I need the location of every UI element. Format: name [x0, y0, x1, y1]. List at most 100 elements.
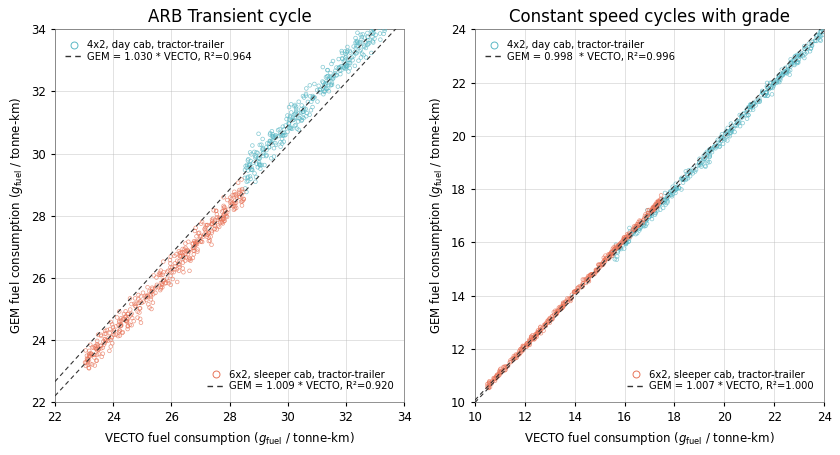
- Point: [341, 59, 354, 66]
- Point: [387, 5, 401, 12]
- Point: [604, 250, 617, 257]
- Point: [625, 228, 638, 236]
- Point: [708, 142, 722, 150]
- Point: [620, 238, 633, 246]
- Point: [330, 71, 344, 79]
- Point: [186, 254, 200, 262]
- Point: [273, 126, 286, 133]
- Point: [810, 33, 823, 40]
- Point: [334, 67, 348, 74]
- Point: [89, 342, 102, 349]
- Point: [84, 360, 97, 368]
- Point: [343, 59, 356, 66]
- Point: [81, 355, 94, 363]
- Point: [374, 36, 387, 43]
- Point: [692, 159, 706, 167]
- Point: [295, 116, 308, 123]
- Point: [99, 337, 113, 344]
- Point: [616, 239, 629, 247]
- Point: [381, 15, 394, 22]
- Point: [497, 364, 511, 371]
- Point: [499, 366, 512, 374]
- Point: [87, 354, 101, 361]
- Point: [759, 91, 772, 99]
- Point: [220, 213, 234, 221]
- Point: [215, 219, 228, 226]
- Point: [633, 224, 647, 231]
- Point: [291, 125, 304, 132]
- Point: [117, 315, 130, 322]
- Point: [552, 306, 565, 313]
- Point: [549, 310, 563, 317]
- Point: [685, 168, 698, 176]
- Point: [555, 303, 569, 310]
- Point: [759, 89, 773, 96]
- Point: [271, 126, 285, 134]
- Point: [610, 244, 623, 251]
- Point: [137, 298, 150, 305]
- Point: [116, 329, 129, 337]
- Point: [783, 71, 796, 78]
- Point: [115, 317, 129, 324]
- Point: [742, 103, 755, 111]
- Point: [703, 147, 717, 154]
- Point: [244, 151, 258, 158]
- Point: [701, 148, 714, 156]
- Point: [541, 317, 554, 324]
- Point: [696, 158, 710, 165]
- Point: [596, 258, 610, 266]
- Point: [517, 344, 530, 351]
- Point: [322, 85, 335, 92]
- Point: [755, 89, 769, 96]
- Point: [281, 128, 294, 136]
- Point: [529, 331, 543, 339]
- Point: [81, 361, 94, 368]
- Point: [591, 267, 604, 274]
- Point: [173, 262, 186, 269]
- Point: [722, 132, 735, 140]
- Point: [328, 67, 342, 74]
- Point: [210, 211, 223, 218]
- Point: [316, 85, 329, 92]
- Point: [780, 70, 794, 77]
- Point: [87, 351, 101, 359]
- Point: [168, 260, 181, 267]
- Point: [276, 140, 289, 147]
- Point: [744, 104, 758, 111]
- Point: [638, 220, 651, 227]
- Point: [724, 129, 738, 136]
- Point: [270, 141, 283, 148]
- Point: [205, 229, 218, 236]
- Point: [580, 279, 593, 287]
- Point: [119, 317, 133, 324]
- Point: [284, 125, 297, 132]
- Point: [290, 103, 303, 111]
- Point: [365, 15, 378, 23]
- Point: [772, 74, 785, 81]
- Point: [225, 200, 239, 207]
- Point: [176, 265, 190, 272]
- Point: [622, 233, 635, 241]
- Point: [647, 206, 660, 213]
- Point: [281, 112, 294, 119]
- Point: [181, 247, 195, 254]
- Point: [787, 59, 801, 66]
- Point: [256, 135, 270, 142]
- Point: [205, 221, 218, 228]
- Point: [264, 130, 277, 137]
- Point: [249, 152, 262, 159]
- Point: [86, 344, 99, 351]
- Point: [326, 57, 339, 65]
- Point: [804, 45, 817, 52]
- Point: [747, 100, 760, 107]
- Point: [359, 23, 372, 30]
- Point: [354, 31, 367, 38]
- Point: [660, 199, 674, 206]
- Point: [121, 323, 134, 330]
- Point: [179, 254, 192, 261]
- Point: [774, 72, 788, 80]
- Point: [80, 352, 93, 359]
- Point: [154, 285, 167, 292]
- Point: [159, 280, 172, 287]
- Point: [563, 295, 576, 302]
